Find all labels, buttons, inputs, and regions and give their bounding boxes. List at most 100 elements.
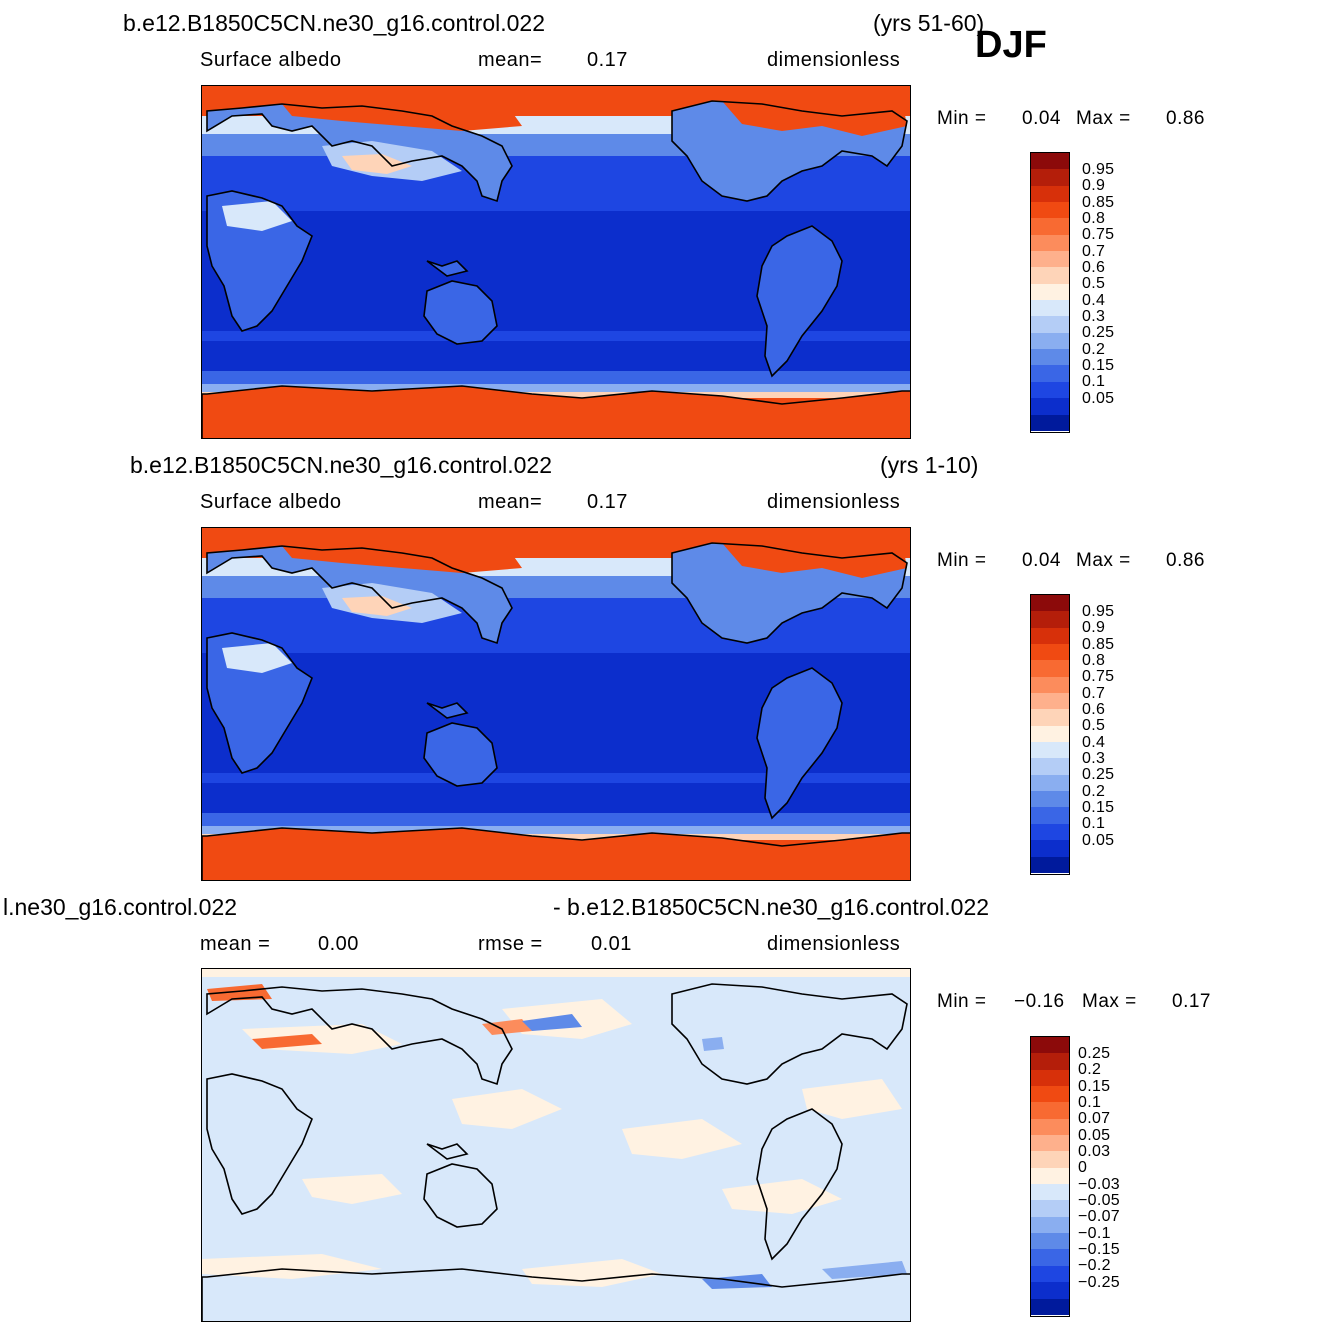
panel3-min-value: −0.16 (1014, 991, 1065, 1012)
panel2-min-value: 0.04 (1022, 550, 1061, 571)
panel2-max-value: 0.86 (1166, 550, 1205, 571)
colorbar-label: 0.1 (1082, 373, 1106, 391)
panel3-years: - b.e12.B1850C5CN.ne30_g16.control.022 (553, 894, 990, 920)
colorbar-label: 0.2 (1078, 1061, 1102, 1079)
colorbar-swatch (1031, 1265, 1069, 1283)
colorbar-label: 0.25 (1082, 324, 1115, 342)
colorbar-label: 0.8 (1082, 651, 1106, 669)
colorbar-label: −0.15 (1078, 1241, 1120, 1259)
panel1-years: (yrs 51-60) (873, 10, 985, 36)
colorbar-swatch (1031, 823, 1069, 841)
colorbar-swatch (1031, 742, 1069, 759)
colorbar-label: 0.5 (1082, 717, 1106, 735)
colorbar-swatch (1031, 709, 1069, 726)
colorbar-swatch (1031, 218, 1069, 235)
colorbar-swatch (1031, 627, 1069, 645)
colorbar-swatch (1031, 202, 1069, 219)
colorbar-swatch (1031, 1282, 1069, 1299)
colorbar-label: 0.75 (1082, 226, 1115, 244)
panel2-case-title: b.e12.B1850C5CN.ne30_g16.control.022 (130, 452, 552, 478)
panel2-map (201, 527, 911, 881)
colorbar-label: 0.05 (1082, 831, 1115, 849)
colorbar-swatch (1031, 1184, 1069, 1201)
colorbar-label: −0.25 (1078, 1273, 1120, 1291)
colorbar-label: 0.95 (1082, 602, 1115, 620)
colorbar-swatch (1031, 1216, 1069, 1234)
colorbar-swatch (1031, 1069, 1069, 1087)
colorbar-swatch (1031, 414, 1069, 431)
panel3-colorbar (1030, 1036, 1070, 1317)
colorbar-swatch (1031, 1118, 1069, 1136)
colorbar-swatch (1031, 807, 1069, 824)
panel3-mean-label: mean = (200, 933, 271, 955)
colorbar-label: 0.6 (1082, 700, 1106, 718)
colorbar-label: 0.3 (1082, 308, 1106, 326)
colorbar-swatch (1031, 1167, 1069, 1185)
colorbar-label: 0.9 (1082, 177, 1106, 195)
colorbar-label: 0.15 (1082, 799, 1115, 817)
panel1-max-label: Max = (1076, 108, 1131, 129)
panel3-max-label: Max = (1082, 991, 1137, 1012)
colorbar-label: 0.4 (1082, 291, 1106, 309)
colorbar-label: 0.03 (1078, 1142, 1111, 1160)
colorbar-label: 0.05 (1082, 389, 1115, 407)
panel1-min-value: 0.04 (1022, 108, 1061, 129)
colorbar-label: 0.3 (1082, 750, 1106, 768)
panel1-units: dimensionless (767, 49, 901, 71)
colorbar-label: 0.05 (1078, 1126, 1111, 1144)
colorbar-swatch (1031, 1298, 1069, 1315)
colorbar-swatch (1031, 1200, 1069, 1217)
colorbar-swatch (1031, 758, 1069, 775)
colorbar-label: 0.95 (1082, 160, 1115, 178)
colorbar-swatch (1031, 332, 1069, 350)
colorbar-swatch (1031, 300, 1069, 317)
colorbar-label: 0.7 (1082, 684, 1106, 702)
colorbar-swatch (1031, 725, 1069, 743)
panel1-map (201, 85, 911, 439)
colorbar-swatch (1031, 185, 1069, 203)
panel2-colorbar (1030, 594, 1070, 875)
colorbar-swatch (1031, 251, 1069, 268)
colorbar-swatch (1031, 267, 1069, 284)
panel1-variable: Surface albedo (200, 49, 342, 71)
colorbar-label: 0.85 (1082, 635, 1115, 653)
panel2-max-label: Max = (1076, 550, 1131, 571)
colorbar-label: 0.1 (1078, 1093, 1102, 1111)
panel2-units: dimensionless (767, 491, 901, 513)
colorbar-label: 0.7 (1082, 242, 1106, 260)
colorbar-label: 0.07 (1078, 1110, 1111, 1128)
panel3-case-title: l.ne30_g16.control.022 (3, 894, 238, 920)
colorbar-label: 0.1 (1082, 815, 1106, 833)
panel1-colorbar (1030, 152, 1070, 433)
panel1-case-title: b.e12.B1850C5CN.ne30_g16.control.022 (123, 10, 545, 36)
colorbar-label: 0.15 (1078, 1077, 1111, 1095)
colorbar-label: −0.03 (1078, 1175, 1120, 1193)
colorbar-swatch (1031, 381, 1069, 399)
colorbar-swatch (1031, 856, 1069, 873)
colorbar-label: 0.15 (1082, 357, 1115, 375)
panel1-mean-value: 0.17 (587, 49, 628, 71)
colorbar-swatch (1031, 349, 1069, 366)
colorbar-swatch (1031, 791, 1069, 808)
panel1-max-value: 0.86 (1166, 108, 1205, 129)
colorbar-label: 0 (1078, 1159, 1088, 1177)
colorbar-swatch (1031, 1151, 1069, 1168)
colorbar-label: 0.25 (1082, 766, 1115, 784)
colorbar-swatch (1031, 611, 1069, 628)
panel2-min-label: Min = (937, 550, 987, 571)
panel3-rmse-label: rmse = (478, 933, 543, 955)
colorbar-swatch (1031, 660, 1069, 677)
colorbar-label: 0.75 (1082, 668, 1115, 686)
colorbar-swatch (1031, 774, 1069, 792)
panel1-mean-label: mean= (478, 49, 543, 71)
panel3-min-label: Min = (937, 991, 987, 1012)
colorbar-swatch (1031, 840, 1069, 857)
panel3-rmse-value: 0.01 (591, 933, 632, 955)
colorbar-label: 0.2 (1082, 782, 1106, 800)
season-label: DJF (975, 24, 1047, 66)
colorbar-swatch (1031, 234, 1069, 252)
colorbar-label: 0.5 (1082, 275, 1106, 293)
panel2-variable: Surface albedo (200, 491, 342, 513)
colorbar-label: 0.9 (1082, 619, 1106, 637)
colorbar-label: −0.05 (1078, 1192, 1120, 1210)
